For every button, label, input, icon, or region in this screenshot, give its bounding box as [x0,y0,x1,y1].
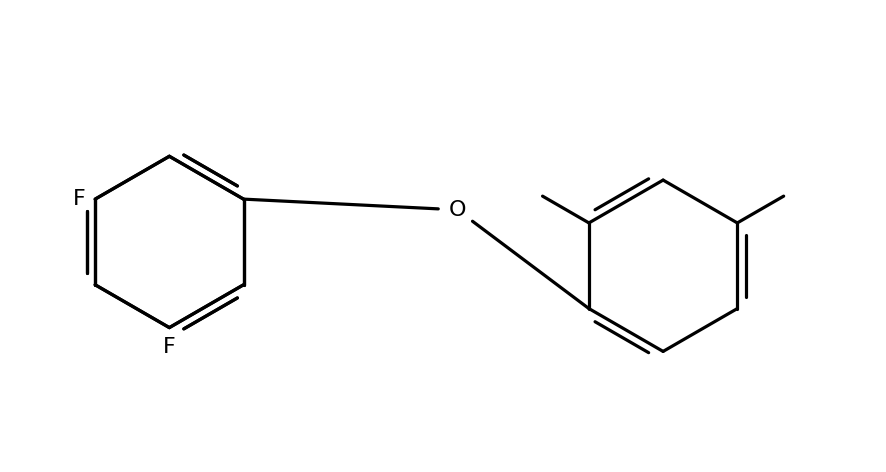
Text: F: F [73,189,86,209]
Text: O: O [448,200,466,220]
Text: F: F [163,337,175,357]
